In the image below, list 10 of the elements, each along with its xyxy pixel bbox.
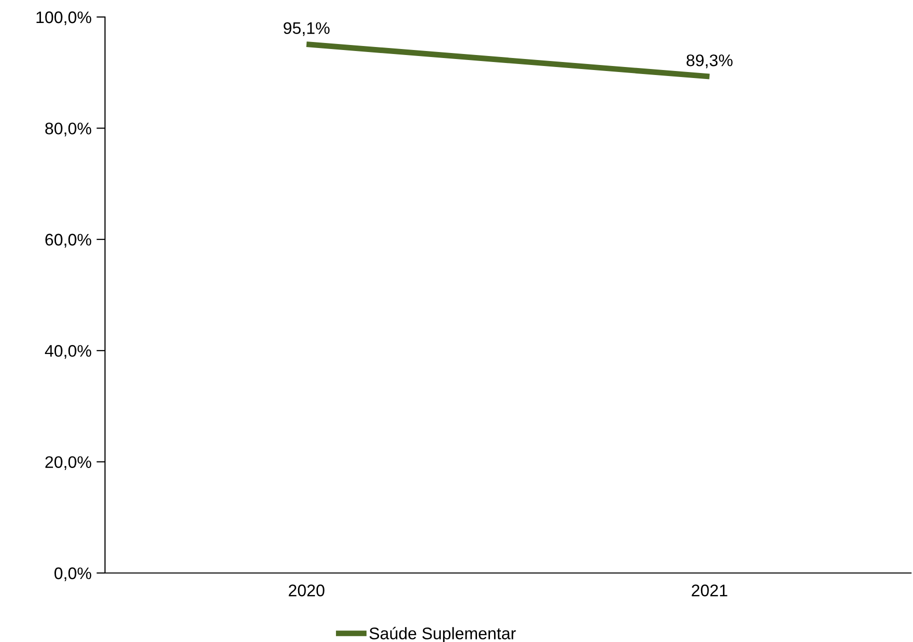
y-tick-label: 60,0% xyxy=(45,234,92,248)
data-label: 95,1% xyxy=(284,22,330,36)
x-tick-label: 2020 xyxy=(288,584,324,596)
y-tick-label: 80,0% xyxy=(45,122,92,136)
x-tick-label: 2021 xyxy=(692,584,728,596)
y-tick-label: 0,0% xyxy=(54,567,92,582)
data-label: 89,3% xyxy=(686,54,733,68)
y-tick-label: 100,0% xyxy=(36,11,92,26)
y-tick-label: 40,0% xyxy=(44,345,92,359)
y-tick-label: 20,0% xyxy=(45,456,92,470)
